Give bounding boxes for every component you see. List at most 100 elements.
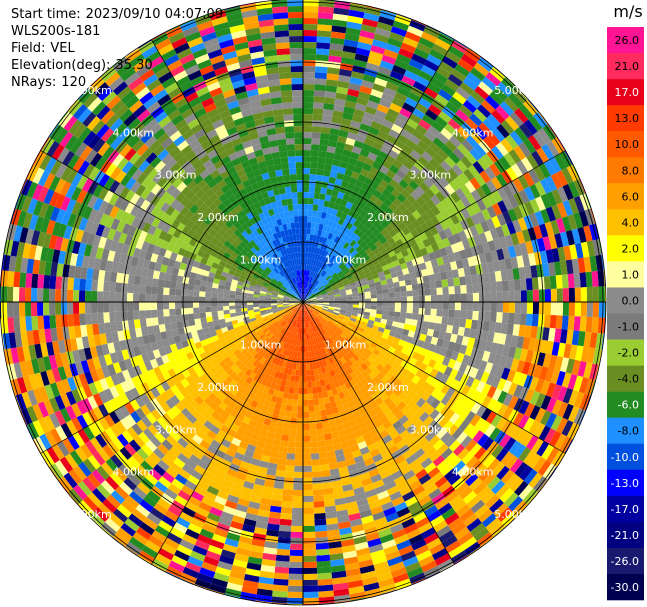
velocity-gate <box>196 572 214 584</box>
velocity-gate <box>401 346 409 355</box>
velocity-gate <box>81 336 90 349</box>
velocity-gate <box>165 450 178 463</box>
velocity-gate <box>224 161 234 171</box>
velocity-gate <box>19 287 26 302</box>
velocity-gate <box>387 310 395 317</box>
velocity-gate <box>145 285 152 295</box>
velocity-gate <box>174 494 188 507</box>
velocity-gate <box>195 405 206 415</box>
velocity-gate <box>421 114 435 126</box>
velocity-gate <box>285 380 291 387</box>
velocity-gate <box>349 256 356 263</box>
velocity-gate <box>330 431 340 439</box>
velocity-gate <box>171 219 181 229</box>
velocity-gate <box>478 292 485 302</box>
velocity-gate <box>270 214 277 222</box>
velocity-gate <box>199 312 207 319</box>
velocity-gate <box>235 471 247 481</box>
velocity-gate <box>96 291 104 302</box>
velocity-gate <box>460 310 467 320</box>
velocity-gate <box>69 450 83 466</box>
velocity-gate <box>180 206 190 217</box>
velocity-gate <box>411 351 420 361</box>
velocity-gate <box>100 67 117 83</box>
velocity-gate <box>474 504 490 519</box>
velocity-gate <box>149 123 163 136</box>
velocity-gate <box>224 120 236 131</box>
velocity-gate <box>258 576 274 585</box>
velocity-gate <box>263 230 270 238</box>
velocity-gate <box>82 130 97 146</box>
velocity-gate <box>349 518 363 527</box>
velocity-gate <box>452 232 462 244</box>
velocity-gate <box>254 337 262 344</box>
velocity-gate <box>296 180 303 187</box>
velocity-gate <box>136 126 150 140</box>
velocity-gate <box>109 352 119 364</box>
velocity-gate <box>528 376 539 391</box>
velocity-gate <box>359 274 367 280</box>
velocity-gate <box>342 389 351 398</box>
velocity-gate <box>184 113 197 125</box>
velocity-gate <box>340 155 350 164</box>
velocity-gate <box>349 330 357 336</box>
velocity-gate <box>290 525 303 532</box>
velocity-gate <box>270 145 280 154</box>
velocity-gate <box>192 232 201 241</box>
velocity-gate <box>369 244 378 252</box>
velocity-gate <box>421 527 436 540</box>
velocity-gate <box>510 232 520 246</box>
velocity-gate <box>265 243 272 250</box>
velocity-gate <box>507 346 517 359</box>
velocity-gate <box>318 150 327 158</box>
velocity-gate <box>303 84 315 91</box>
velocity-gate <box>367 409 376 419</box>
velocity-gate <box>124 148 137 162</box>
velocity-gate <box>383 544 399 555</box>
velocity-gate <box>191 490 205 502</box>
velocity-gate <box>333 443 343 451</box>
velocity-gate <box>281 434 289 442</box>
velocity-gate <box>551 341 560 357</box>
velocity-gate <box>104 71 121 87</box>
velocity-gate <box>233 432 244 441</box>
velocity-gate <box>502 184 514 198</box>
velocity-gate <box>464 117 479 131</box>
velocity-gate <box>360 336 368 343</box>
velocity-gate <box>267 387 275 396</box>
velocity-gate <box>130 205 141 217</box>
velocity-gate <box>527 99 539 112</box>
velocity-gate <box>573 272 581 288</box>
velocity-gate <box>389 383 399 393</box>
velocity-gate <box>421 441 433 453</box>
velocity-gate <box>359 241 367 249</box>
velocity-gate <box>247 556 263 565</box>
velocity-gate <box>231 319 239 325</box>
velocity-gate <box>392 197 402 208</box>
velocity-gate <box>217 33 233 44</box>
velocity-gate <box>141 416 153 428</box>
velocity-gate <box>127 225 137 237</box>
velocity-gate <box>323 169 331 177</box>
velocity-gate <box>411 210 422 220</box>
velocity-gate <box>379 469 392 480</box>
velocity-gate <box>500 223 511 237</box>
velocity-gate <box>1 317 9 334</box>
velocity-gate <box>343 234 351 243</box>
velocity-gate <box>60 196 71 211</box>
velocity-gate <box>169 146 181 158</box>
velocity-gate <box>510 426 523 441</box>
velocity-gate <box>150 83 165 97</box>
velocity-gate <box>190 194 200 205</box>
velocity-gate <box>95 367 106 381</box>
velocity-gate <box>215 145 226 155</box>
velocity-gate <box>534 407 546 423</box>
velocity-gate <box>379 124 392 135</box>
velocity-gate <box>385 43 401 54</box>
velocity-gate <box>233 213 242 222</box>
velocity-gate <box>19 272 27 288</box>
velocity-gate <box>316 566 332 574</box>
velocity-gate <box>358 295 365 300</box>
velocity-gate <box>245 568 261 577</box>
velocity-gate <box>346 432 356 441</box>
